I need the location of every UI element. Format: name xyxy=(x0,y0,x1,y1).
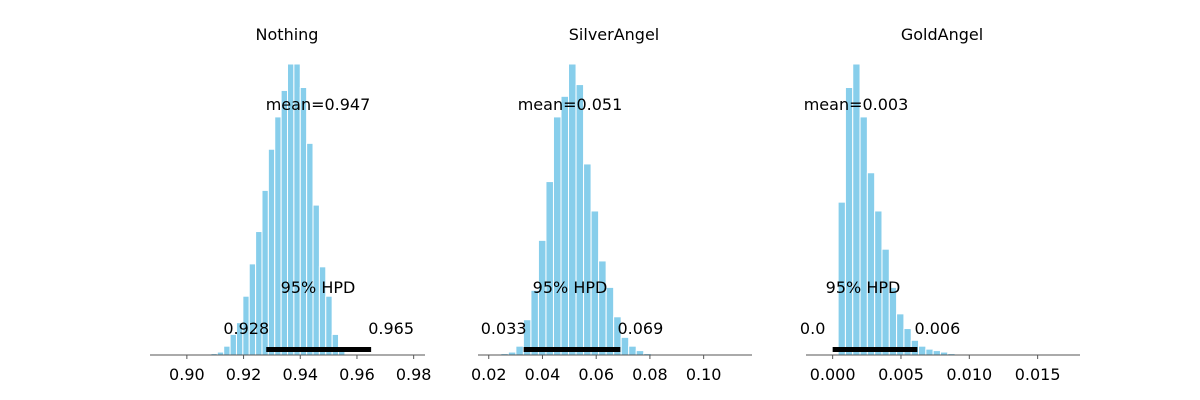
x-tick-label: 0.10 xyxy=(686,365,722,384)
histogram-bar xyxy=(537,239,547,356)
x-ticks: 0.02 0.04 0.06 0.08 0.10 xyxy=(471,355,722,384)
x-tick-label: 0.005 xyxy=(878,365,924,384)
histogram-bar xyxy=(888,286,898,356)
histogram-bar xyxy=(325,295,333,356)
x-tick-label: 0.98 xyxy=(396,365,432,384)
hpd-label: 95% HPD xyxy=(281,278,356,297)
histogram-bar xyxy=(605,286,615,356)
histogram-bar xyxy=(274,116,282,356)
histogram-bar xyxy=(844,87,854,356)
panel-goldangel: GoldAngel 0.000 0.005 0.010 0.015 mean=0.00… xyxy=(800,25,1080,384)
hpd-high-label: 0.069 xyxy=(617,319,663,338)
x-tick-label: 0.90 xyxy=(169,365,205,384)
panel-silverangel: SilverAngel 0.02 0.04 0.06 0.08 0.10 mean=0.… xyxy=(471,25,752,384)
histogram-bar xyxy=(515,345,524,356)
hpd-low-label: 0.0 xyxy=(800,319,825,338)
x-tick-label: 0.015 xyxy=(1015,365,1061,384)
panel-title: GoldAngel xyxy=(901,25,983,44)
x-ticks: 0.000 0.005 0.010 0.015 xyxy=(810,355,1061,384)
x-tick-label: 0.02 xyxy=(471,365,507,384)
histogram-bar xyxy=(560,95,570,356)
x-tick-label: 0.92 xyxy=(226,365,262,384)
panel-nothing: Nothing 0.90 0.92 0.94 0.96 0.98 mean=0.947 … xyxy=(150,25,431,384)
histogram-bar xyxy=(545,181,554,356)
x-tick-label: 0.04 xyxy=(525,365,561,384)
histogram-bar xyxy=(267,148,276,356)
mean-label: mean=0.003 xyxy=(804,95,909,114)
histogram-bar xyxy=(635,350,645,356)
histogram-bar xyxy=(866,172,876,356)
histogram-bar xyxy=(918,345,927,356)
panel-title: Nothing xyxy=(256,25,319,44)
histogram-bar xyxy=(575,84,585,356)
x-tick-label: 0.94 xyxy=(282,365,318,384)
histogram-bar xyxy=(306,142,314,356)
histogram-bar xyxy=(620,336,630,356)
histogram-bar xyxy=(583,163,592,356)
histogram-bar xyxy=(552,116,562,356)
hpd-high-label: 0.006 xyxy=(914,319,960,338)
x-tick-label: 0.08 xyxy=(632,365,668,384)
histogram-bar xyxy=(299,87,308,356)
hpd-low-label: 0.928 xyxy=(223,319,269,338)
hpd-high-label: 0.965 xyxy=(368,319,414,338)
mean-label: mean=0.947 xyxy=(266,95,371,114)
hpd-low-label: 0.033 xyxy=(481,319,527,338)
histogram-bar xyxy=(628,345,637,356)
hpd-label: 95% HPD xyxy=(826,278,901,297)
histogram-bars xyxy=(500,63,652,356)
x-tick-label: 0.000 xyxy=(810,365,856,384)
histogram-bar xyxy=(280,89,288,356)
histogram-bar xyxy=(248,263,257,356)
x-ticks: 0.90 0.92 0.94 0.96 0.98 xyxy=(169,355,431,384)
histogram-bar xyxy=(881,248,890,356)
histogram-bar xyxy=(925,348,934,356)
x-tick-label: 0.010 xyxy=(946,365,992,384)
histogram-bar xyxy=(223,345,231,356)
panel-title: SilverAngel xyxy=(569,25,659,44)
x-tick-label: 0.06 xyxy=(578,365,614,384)
histogram-bar xyxy=(598,260,607,356)
mean-label: mean=0.051 xyxy=(518,95,623,114)
histogram-bar xyxy=(530,289,539,356)
histogram-bar xyxy=(859,116,868,356)
histogram-bar xyxy=(932,350,941,356)
hpd-label: 95% HPD xyxy=(533,278,608,297)
x-tick-label: 0.96 xyxy=(339,365,375,384)
